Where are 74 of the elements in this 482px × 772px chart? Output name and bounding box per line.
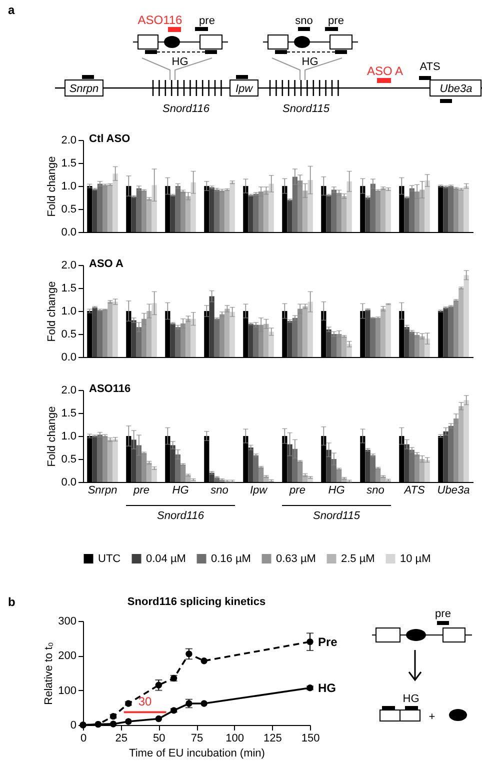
legend-label: 0.63 µM: [276, 552, 316, 565]
y-tick-label: 0: [70, 720, 76, 732]
text: b: [8, 595, 16, 609]
text: Snord115: [312, 510, 361, 522]
y-tick-label: 100: [58, 684, 76, 697]
chart-title: Snord116 splicing kinetics: [127, 596, 266, 608]
text: Snord116: [162, 103, 210, 115]
text: HG: [172, 56, 188, 68]
legend-label: 0.16 µM: [211, 552, 251, 565]
x-tick-label: Ube3a: [437, 484, 470, 496]
text: Snord116: [156, 510, 205, 522]
text: HG: [402, 693, 420, 705]
y-tick-label: 300: [58, 616, 76, 628]
y-tick-label: 0.5: [61, 454, 76, 466]
text: a: [8, 3, 15, 17]
x-tick-label: HG: [328, 484, 346, 496]
chart-title: ASO116: [89, 383, 131, 395]
legend-label: UTC: [98, 552, 121, 565]
y-tick-label: 0.0: [61, 352, 76, 364]
text: Snrpn: [69, 83, 99, 95]
legend-label: 0.04 µM: [146, 552, 186, 565]
x-tick-label: 150: [301, 732, 320, 744]
x-tick-label: 50: [153, 732, 166, 744]
text: ASO A: [366, 64, 404, 78]
x-tick-label: 25: [115, 732, 128, 744]
text: sno: [295, 15, 313, 27]
y-axis-title: Fold change: [46, 281, 58, 342]
x-tick-label: 125: [263, 732, 282, 744]
x-tick-label: pre: [132, 484, 150, 496]
y-tick-label: 0.5: [61, 328, 76, 340]
y-tick-label: 1.0: [61, 430, 76, 442]
legend-label: 2.5 µM: [341, 552, 375, 565]
x-tick-label: sno: [366, 484, 384, 496]
y-tick-label: 1.0: [61, 306, 76, 318]
series-label: HG: [318, 680, 336, 695]
x-tick-label: 75: [190, 732, 204, 744]
y-tick-label: 1.5: [61, 158, 76, 170]
text: Ube3a: [440, 83, 472, 95]
x-tick-label: sno: [210, 484, 228, 496]
y-tick-label: 0.5: [61, 204, 76, 216]
y-tick-label: 2.0: [61, 384, 76, 396]
text: +: [428, 711, 436, 723]
chart-title: ASO A: [89, 258, 124, 270]
series-label: Pre: [318, 634, 338, 649]
y-tick-label: 1.5: [61, 282, 76, 294]
x-tick-label: Ipw: [250, 484, 268, 496]
x-tick-label: pre: [288, 484, 306, 496]
y-tick-label: 1.5: [61, 408, 76, 420]
x-tick-label: 100: [226, 732, 244, 744]
y-tick-label: 0.0: [61, 226, 76, 238]
legend-label: 10 µM: [400, 552, 431, 565]
text: pre: [199, 15, 215, 27]
annotation: 30: [138, 694, 152, 708]
text: HG: [302, 56, 318, 68]
y-tick-label: 2.0: [61, 260, 76, 272]
x-tick-label: 0: [80, 732, 87, 744]
y-axis-title: Fold change: [46, 406, 58, 467]
text: Ipw: [235, 83, 254, 95]
y-tick-label: 200: [58, 650, 76, 662]
x-tick-label: ATS: [403, 484, 426, 496]
text: ATS: [420, 61, 440, 73]
text: Snord115: [282, 103, 330, 115]
y-tick-label: 0.0: [61, 476, 76, 488]
text: pre: [435, 608, 451, 620]
y-axis-title: Fold change: [46, 156, 58, 217]
y-axis-title: Relative to t₀: [43, 642, 56, 705]
x-axis-title: Time of EU incubation (min): [129, 748, 265, 760]
text: pre: [328, 15, 344, 27]
y-tick-label: 1.0: [61, 180, 76, 192]
x-tick-label: Snrpn: [88, 484, 118, 496]
x-tick-label: HG: [172, 484, 190, 496]
text: ASO116: [138, 13, 183, 27]
y-tick-label: 2.0: [61, 134, 76, 146]
chart-title: Ctl ASO: [89, 133, 131, 145]
